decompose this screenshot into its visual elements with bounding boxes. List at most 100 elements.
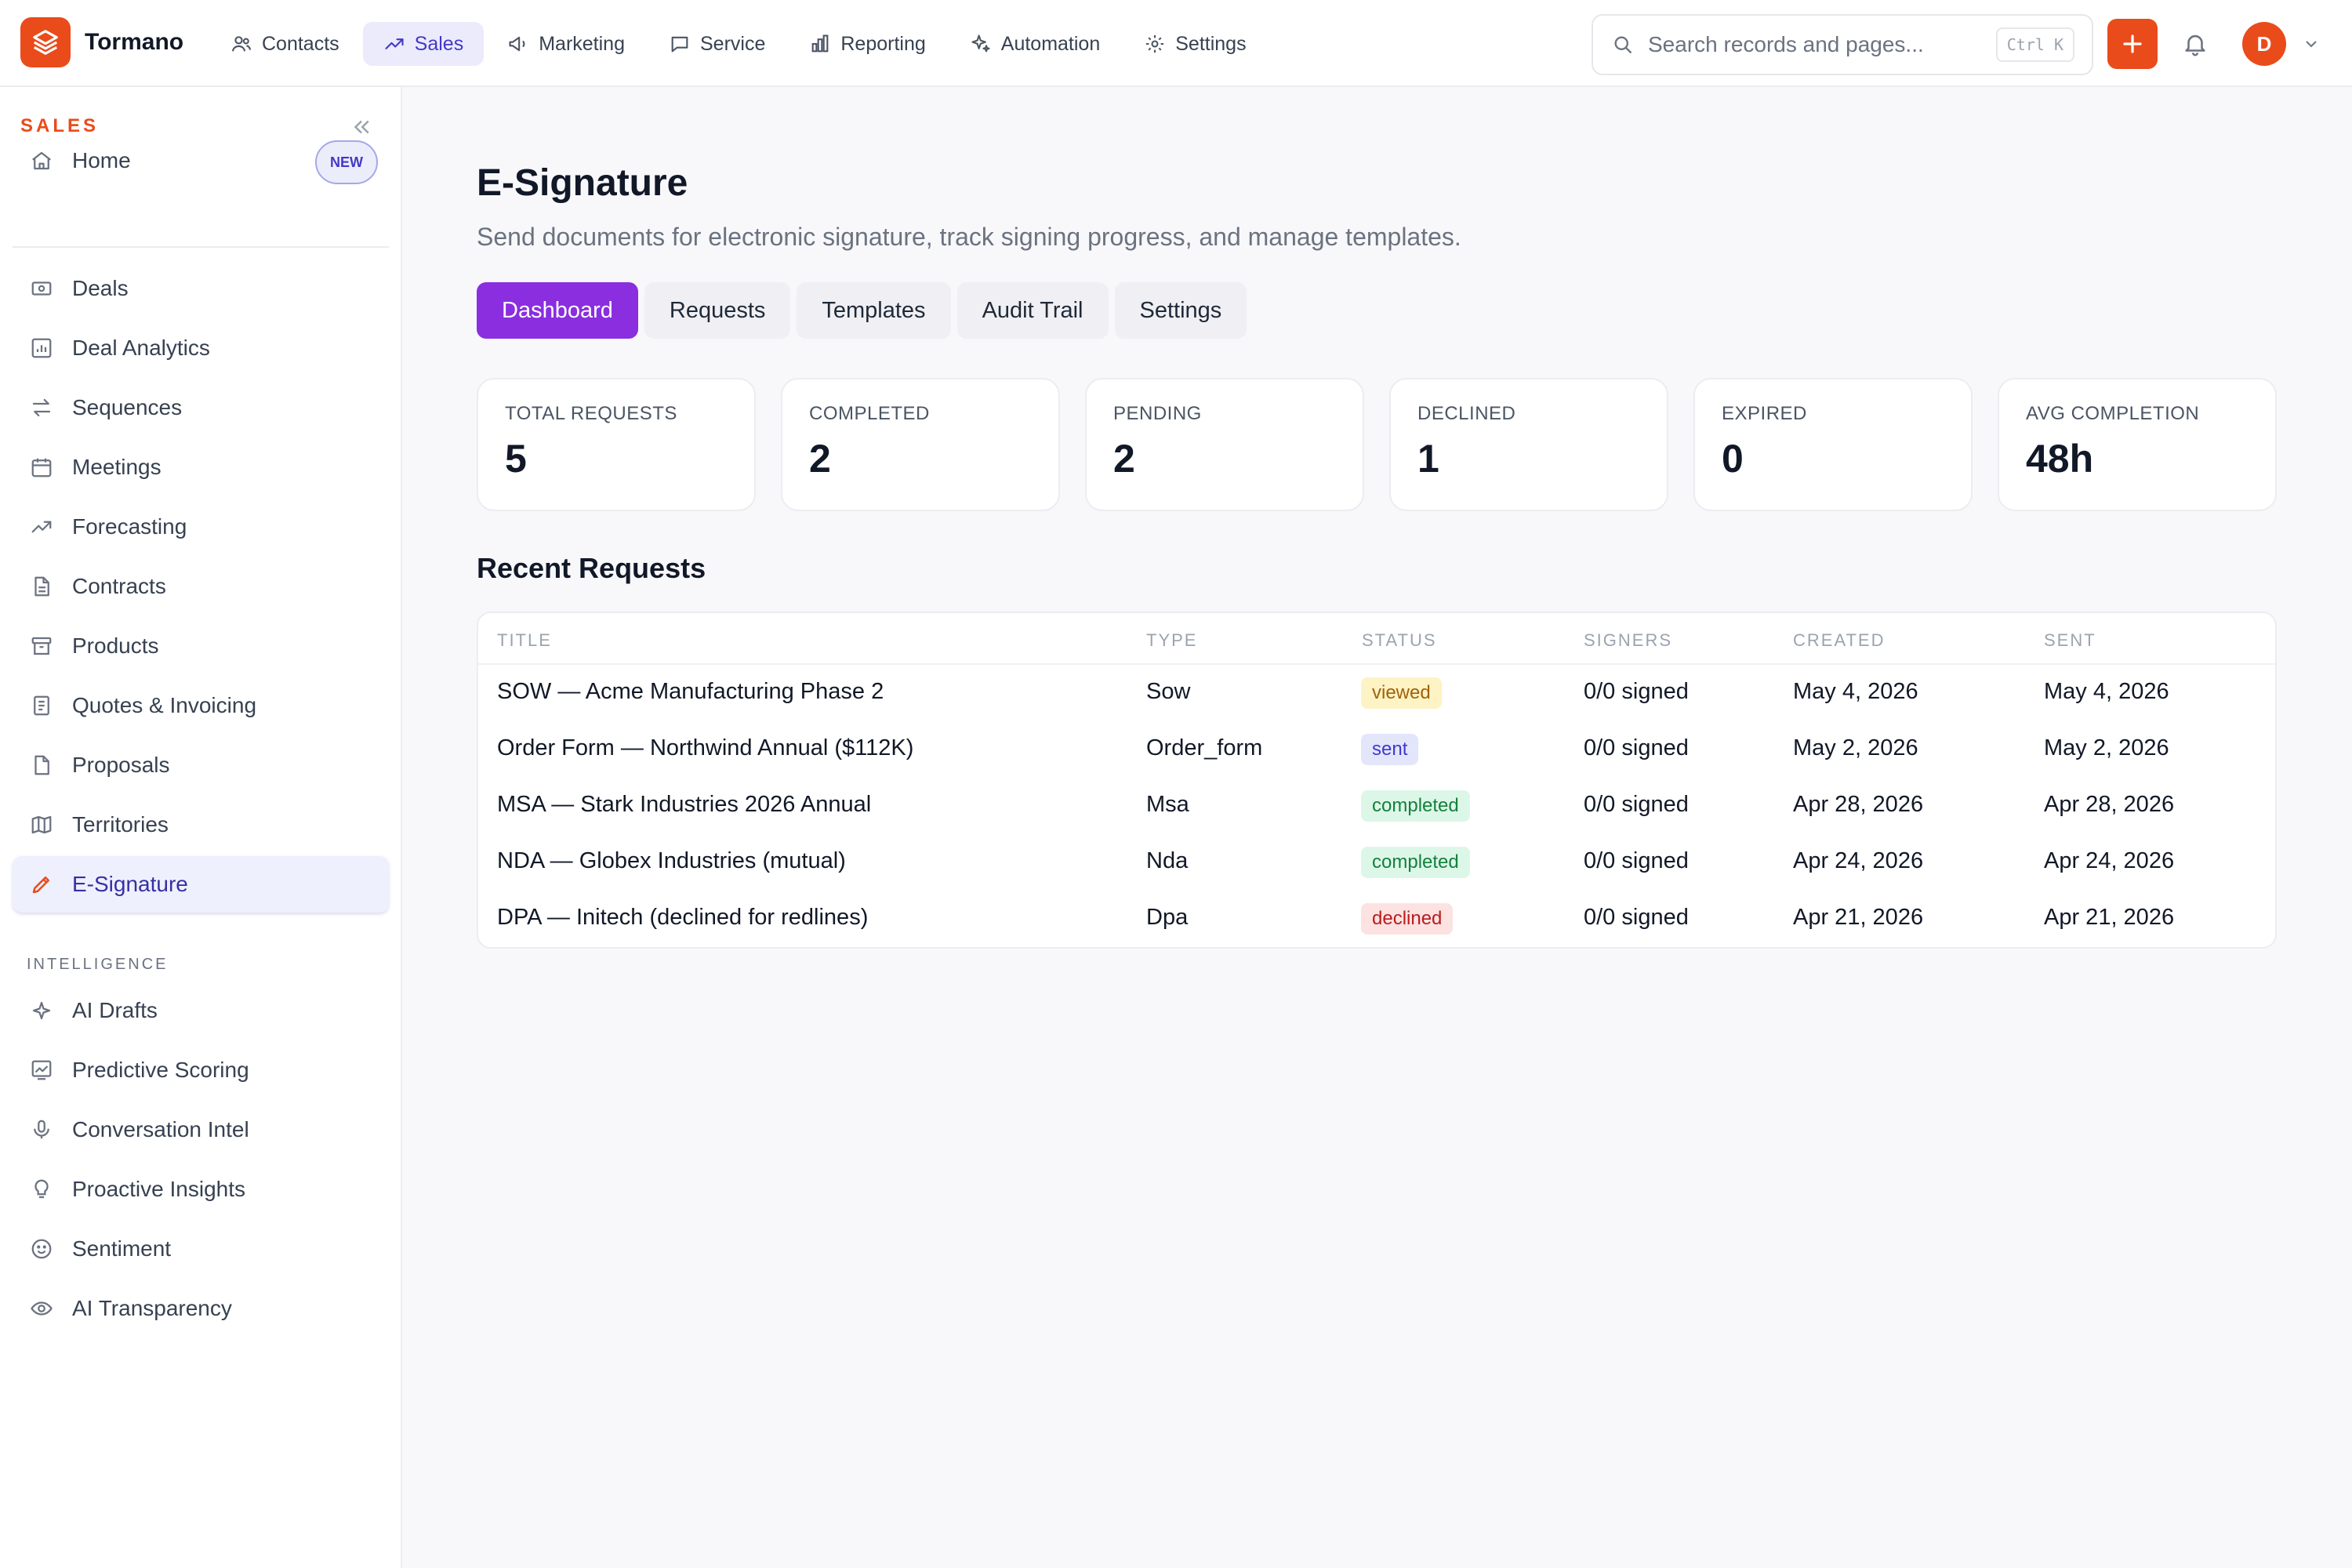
nav-label: Settings <box>1175 32 1247 55</box>
bar-chart-icon <box>809 33 840 55</box>
sidebar-item-proposals[interactable]: Proposals <box>13 737 389 793</box>
stat-value: 2 <box>809 437 831 481</box>
search-input[interactable]: Search records and pages... Ctrl K <box>1592 14 2093 75</box>
search-icon <box>1612 34 1634 56</box>
cell-sent: May 2, 2026 <box>2044 735 2169 760</box>
sidebar-item-label: Deal Analytics <box>72 336 210 360</box>
nav-sales[interactable]: Sales <box>362 22 485 66</box>
table-row[interactable]: MSA — Stark Industries 2026 Annual Msa c… <box>478 778 2275 834</box>
table-row[interactable]: SOW — Acme Manufacturing Phase 2 Sow vie… <box>478 665 2275 721</box>
sidebar-item-label: E-Signature <box>72 872 188 896</box>
logo-icon <box>20 17 71 67</box>
sidebar-item-label: Sequences <box>72 395 183 419</box>
cell-title[interactable]: DPA — Initech (declined for redlines) <box>497 905 869 930</box>
stat-value: 2 <box>1113 437 1135 481</box>
table-row[interactable]: NDA — Globex Industries (mutual) Nda com… <box>478 834 2275 891</box>
tab-dashboard[interactable]: Dashboard <box>477 282 638 339</box>
stat-value: 48h <box>2026 437 2094 481</box>
sidebar-item-deals[interactable]: Deals <box>13 260 389 317</box>
stat-label: PENDING <box>1113 403 1202 424</box>
sidebar-section-title: SALES <box>20 115 100 136</box>
stat-card-completed: COMPLETED 2 <box>781 378 1060 511</box>
table-row[interactable]: Order Form — Northwind Annual ($112K) Or… <box>478 721 2275 778</box>
sidebar-item-ai-drafts[interactable]: AI Drafts <box>13 982 389 1039</box>
table-row[interactable]: DPA — Initech (declined for redlines) Dp… <box>478 891 2275 947</box>
notifications-button[interactable] <box>2173 19 2217 69</box>
tab-templates[interactable]: Templates <box>797 282 951 339</box>
tab-requests[interactable]: Requests <box>644 282 791 339</box>
nav-label: Contacts <box>262 32 339 55</box>
cell-title[interactable]: MSA — Stark Industries 2026 Annual <box>497 792 872 817</box>
file-icon <box>30 575 72 598</box>
sidebar-item-products[interactable]: Products <box>13 618 389 674</box>
sidebar-item-label: Quotes & Invoicing <box>72 693 257 717</box>
lightbulb-icon <box>30 1178 72 1201</box>
sidebar-item-contracts[interactable]: Contracts <box>13 558 389 615</box>
nav-settings[interactable]: Settings <box>1123 22 1266 66</box>
status-badge: declined <box>1361 903 1454 935</box>
sidebar-item-conversation-intel[interactable]: Conversation Intel <box>13 1102 389 1158</box>
sidebar-item-home[interactable]: Home NEW <box>13 132 389 189</box>
sidebar: SALES Home NEW Deals Deal Analytics Sequ… <box>0 87 402 1568</box>
chart-line-icon <box>30 1058 72 1082</box>
table-header: TITLE TYPE STATUS SIGNERS CREATED SENT <box>478 613 2275 665</box>
tab-settings[interactable]: Settings <box>1114 282 1247 339</box>
cell-signers: 0/0 signed <box>1584 792 1689 817</box>
column-header-type[interactable]: TYPE <box>1146 630 1198 650</box>
column-header-created[interactable]: CREATED <box>1793 630 1886 650</box>
sidebar-item-sentiment[interactable]: Sentiment <box>13 1221 389 1277</box>
cell-sent: Apr 28, 2026 <box>2044 792 2175 817</box>
sidebar-item-label: AI Drafts <box>72 998 158 1022</box>
column-header-title[interactable]: TITLE <box>497 630 552 650</box>
status-badge: viewed <box>1361 677 1442 709</box>
nav-label: Reporting <box>840 32 926 55</box>
sidebar-section-intelligence: INTELLIGENCE <box>27 956 169 973</box>
tab-audit-trail[interactable]: Audit Trail <box>956 282 1109 339</box>
nav-reporting[interactable]: Reporting <box>789 22 946 66</box>
page-title: E-Signature <box>477 162 688 204</box>
cell-title[interactable]: NDA — Globex Industries (mutual) <box>497 848 846 873</box>
sidebar-item-label: Predictive Scoring <box>72 1058 249 1082</box>
sidebar-item-proactive-insights[interactable]: Proactive Insights <box>13 1161 389 1218</box>
eye-icon <box>30 1297 72 1320</box>
nav-marketing[interactable]: Marketing <box>487 22 645 66</box>
column-header-sent[interactable]: SENT <box>2044 630 2096 650</box>
collapse-sidebar-button[interactable] <box>350 115 373 139</box>
sidebar-item-territories[interactable]: Territories <box>13 797 389 853</box>
status-badge: completed <box>1361 790 1470 822</box>
cell-title[interactable]: Order Form — Northwind Annual ($112K) <box>497 735 914 760</box>
sidebar-item-meetings[interactable]: Meetings <box>13 439 389 495</box>
column-header-signers[interactable]: SIGNERS <box>1584 630 1673 650</box>
pen-icon <box>30 873 72 896</box>
cell-type: Nda <box>1146 848 1189 873</box>
sidebar-item-quotes-invoicing[interactable]: Quotes & Invoicing <box>13 677 389 734</box>
nav-contacts[interactable]: Contacts <box>210 22 360 66</box>
create-button[interactable] <box>2107 19 2158 69</box>
sidebar-item-ai-transparency[interactable]: AI Transparency <box>13 1280 389 1337</box>
user-menu[interactable]: D <box>2242 19 2321 69</box>
cell-type: Sow <box>1146 679 1191 704</box>
sidebar-item-predictive-scoring[interactable]: Predictive Scoring <box>13 1042 389 1098</box>
cell-signers: 0/0 signed <box>1584 679 1689 704</box>
cell-type: Order_form <box>1146 735 1263 760</box>
stat-value: 1 <box>1417 437 1439 481</box>
search-placeholder: Search records and pages... <box>1648 32 1924 56</box>
sidebar-item-deal-analytics[interactable]: Deal Analytics <box>13 320 389 376</box>
sidebar-item-forecasting[interactable]: Forecasting <box>13 499 389 555</box>
sidebar-item-sequences[interactable]: Sequences <box>13 379 389 436</box>
brand[interactable]: Tormano <box>20 17 183 67</box>
column-header-status[interactable]: STATUS <box>1362 630 1437 650</box>
nav-automation[interactable]: Automation <box>949 22 1120 66</box>
status-badge: completed <box>1361 847 1470 878</box>
chat-icon <box>669 33 700 55</box>
stat-card-pending: PENDING 2 <box>1085 378 1364 511</box>
nav-service[interactable]: Service <box>648 22 786 66</box>
cell-title[interactable]: SOW — Acme Manufacturing Phase 2 <box>497 679 884 704</box>
stat-card-avg-completion: AVG COMPLETION 48h <box>1998 378 2277 511</box>
cell-created: Apr 24, 2026 <box>1793 848 1924 873</box>
arrows-icon <box>30 396 72 419</box>
sidebar-item-e-signature[interactable]: E-Signature <box>13 856 389 913</box>
calendar-icon <box>30 456 72 479</box>
stat-label: TOTAL REQUESTS <box>505 403 677 424</box>
money-icon <box>30 277 72 300</box>
